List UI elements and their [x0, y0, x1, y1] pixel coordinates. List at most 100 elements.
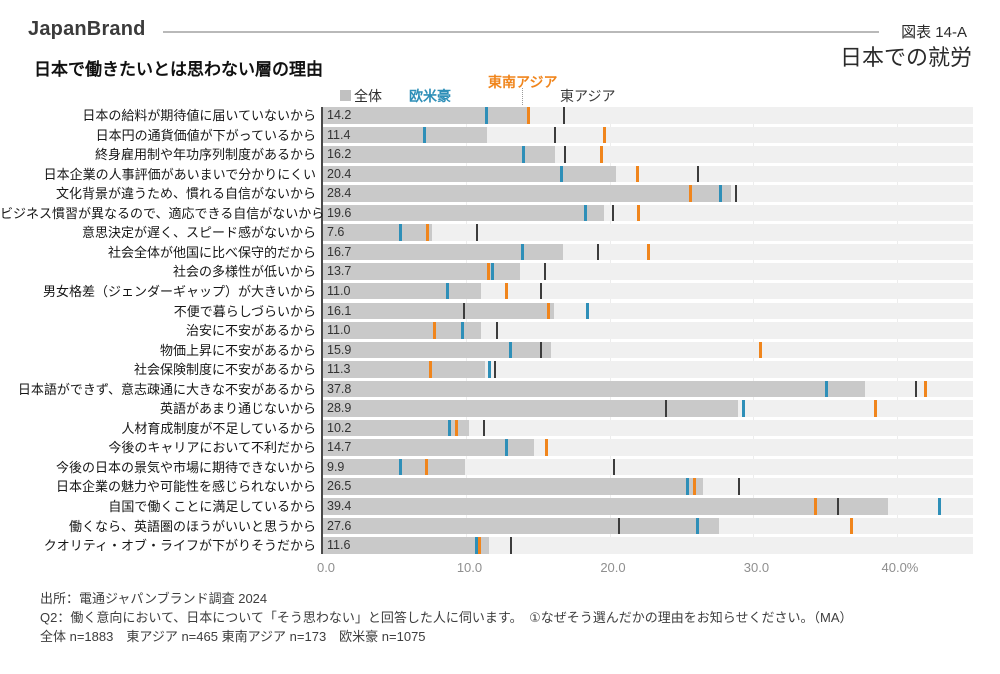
row-band: 13.7 [323, 263, 973, 280]
west-tick [398, 458, 402, 476]
west-tick [585, 302, 589, 319]
east-asia-tick [735, 185, 738, 202]
total-bar [323, 107, 527, 124]
value-label: 28.9 [327, 401, 352, 416]
chart-row: クオリティ・オブ・ライフが下がりそうだから 11.6 [0, 537, 1000, 554]
value-label: 10.2 [327, 420, 352, 435]
chart-row: ビジネス慣習が異なるので、適応できる自信がないから 19.6 [0, 204, 1000, 222]
value-label: 16.2 [327, 147, 352, 162]
total-bar [323, 361, 486, 378]
plot-area: 0.0 10.0 20.0 30.0 40.0% 日本の給料が期待値に届いていないから 14… [0, 107, 1000, 575]
legend-item-west: 欧米豪 [409, 88, 451, 104]
row-band: 11.3 [323, 361, 973, 378]
west-tick [460, 322, 464, 339]
category-label: 意思決定が遅く、スピード感がないから [81, 225, 316, 241]
row-band: 14.2 [323, 107, 973, 124]
category-label: 日本企業の人事評価があいまいで分かりにくい [43, 166, 316, 182]
total-bar [323, 165, 616, 183]
category-label: 物価上昇に不安があるから [159, 342, 316, 358]
sample-size-note: 全体 n=1883 東アジア n=465 東南アジア n=173 欧米豪 n=1… [40, 629, 426, 644]
value-label: 14.7 [327, 440, 352, 455]
category-label: 今後のキャリアにおいて不利だから [108, 440, 316, 456]
total-bar [323, 341, 552, 359]
east-asia-tick [613, 458, 616, 476]
southeast-asia-tick [602, 126, 606, 144]
value-label: 11.4 [327, 127, 351, 142]
category-label: 終身雇用制や年功序列制度があるから [94, 147, 316, 163]
east-asia-tick [509, 537, 512, 554]
value-label: 7.6 [327, 225, 345, 240]
west-tick [505, 439, 509, 456]
chart-row: 治安に不安があるから 11.0 [0, 322, 1000, 339]
southeast-asia-tick [526, 107, 530, 124]
total-bar [323, 458, 466, 476]
east-asia-tick [738, 478, 741, 495]
chart-row: 日本円の通貨価値が下がっているから 11.4 [0, 126, 1000, 144]
southeast-asia-tick [424, 458, 428, 476]
chart-row: 日本語ができず、意志疎通に大きな不安があるから 37.8 [0, 380, 1000, 398]
chart-row: 日本企業の魅力や可能性を感じられないから 26.5 [0, 478, 1000, 495]
east-asia-tick [837, 498, 840, 515]
category-label: 社会保険制度に不安があるから [133, 362, 316, 378]
southeast-asia-tick [813, 498, 817, 515]
value-label: 39.4 [327, 499, 352, 513]
x-axis-label: 10.0 [456, 560, 483, 575]
value-label: 13.7 [327, 264, 352, 279]
value-label: 16.7 [327, 244, 352, 259]
west-tick [446, 282, 450, 300]
chart-row: 自国で働くことに満足しているから 39.4 [0, 498, 1000, 515]
total-bar [323, 400, 738, 417]
row-band: 16.1 [323, 302, 973, 319]
total-bar [323, 263, 520, 280]
figure-title: 日本での就労 [839, 45, 972, 70]
figure-label: 図表 14-A [901, 24, 967, 41]
chart-row: 英語があまり通じないから 28.9 [0, 400, 1000, 417]
west-tick [825, 380, 829, 398]
southeast-asia-tick [759, 341, 763, 359]
legend-total-label: 全体 [354, 88, 382, 104]
value-label: 11.3 [327, 362, 351, 377]
total-bar [323, 204, 605, 222]
southeast-asia-tick [546, 302, 550, 319]
x-axis-label: 30.0 [743, 560, 770, 575]
x-axis-label: 0.0 [316, 560, 336, 575]
east-asia-tick [462, 302, 465, 319]
value-label: 11.0 [327, 323, 351, 338]
row-band: 14.7 [323, 439, 973, 456]
value-label: 9.9 [327, 459, 345, 474]
row-band: 20.4 [323, 165, 973, 183]
category-label: 日本円の通貨価値が下がっているから [95, 127, 316, 143]
row-band: 11.0 [323, 282, 973, 300]
x-axis-label: 20.0 [600, 560, 626, 575]
chart-row: 意思決定が遅く、スピード感がないから 7.6 [0, 224, 1000, 241]
category-label: 自国で働くことに満足しているから [108, 499, 316, 514]
chart-row: 今後のキャリアにおいて不利だから 14.7 [0, 439, 1000, 456]
source-note: 出所：電通ジャパンブランド調査 2024 [40, 591, 268, 606]
row-band: 11.4 [323, 126, 973, 144]
row-band: 11.6 [323, 537, 973, 554]
southeast-asia-tick [599, 146, 603, 163]
value-label: 19.6 [327, 205, 352, 220]
chart-row: 文化背景が違うため、慣れる自信がないから 28.4 [0, 185, 1000, 202]
category-label: 不便で暮らしづらいから [173, 303, 316, 319]
east-asia-tick [554, 126, 557, 144]
southeast-asia-tick [477, 537, 481, 554]
value-label: 20.4 [327, 166, 352, 181]
category-label: 文化背景が違うため、慣れる自信がないから [55, 186, 316, 202]
chart-row: 日本企業の人事評価があいまいで分かりにくい 20.4 [0, 165, 1000, 183]
value-label: 16.1 [327, 303, 352, 318]
southeast-asia-tick [545, 439, 549, 456]
value-label: 15.9 [327, 342, 352, 357]
total-bar [323, 282, 481, 300]
row-band: 26.5 [323, 478, 973, 495]
southeast-asia-tick [433, 322, 437, 339]
west-tick [398, 224, 402, 241]
category-label: 社会の多様性が低いから [172, 264, 316, 280]
southeast-asia-tick [688, 185, 692, 202]
west-tick [447, 419, 451, 437]
row-band: 28.4 [323, 185, 973, 202]
category-label: 日本企業の魅力や可能性を感じられないから [55, 479, 316, 495]
east-asia-tick [611, 204, 614, 222]
chart-row: 社会の多様性が低いから 13.7 [0, 263, 1000, 280]
total-bar [323, 478, 704, 495]
